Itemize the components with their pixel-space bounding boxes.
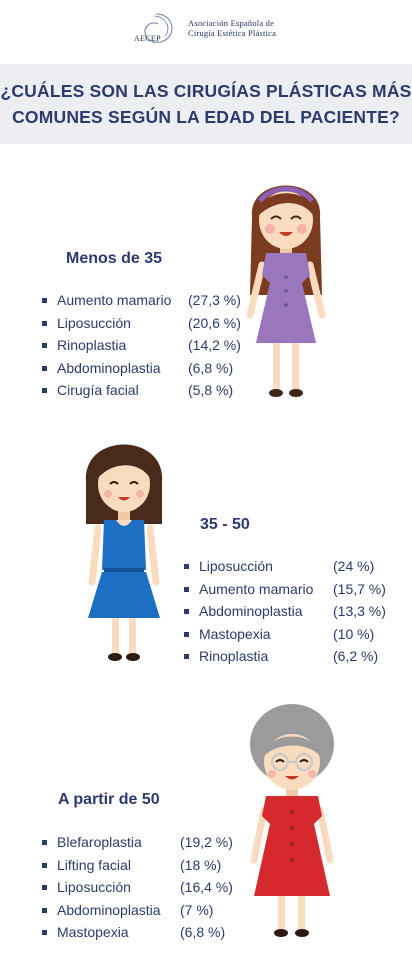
middle-aged-woman-illustration	[85, 444, 163, 661]
page-title: ¿CUÁLES SON LAS CIRUGÍAS PLÁSTICAS MÁS C…	[0, 81, 412, 127]
bullet-icon	[184, 564, 189, 569]
bullet-icon	[184, 631, 189, 637]
title-banner: ¿CUÁLES SON LAS CIRUGÍAS PLÁSTICAS MÁS C…	[0, 64, 412, 144]
young-woman-illustration	[246, 185, 326, 397]
organization-name: Asociación Española de Cirugía Estética …	[188, 18, 277, 38]
surgery-list-over-50: Blefaroplastia (19,2 %) Lifting facial (18…	[42, 831, 254, 944]
bullet-icon	[42, 320, 47, 326]
bullet-icon	[184, 654, 189, 660]
age-group-title: Menos de 35	[66, 250, 163, 267]
surgery-list-35-50: Liposucción (24 %) Aumento mamario (15,7 %…	[184, 555, 410, 668]
list-item: Aumento mamario (27,3 %)	[42, 289, 252, 312]
list-item: Liposucción (16,4 %)	[42, 876, 254, 899]
bullet-icon	[42, 840, 47, 845]
association-logo: AECEP Asociación Española de Cirugía Est…	[128, 12, 298, 46]
list-item: Lifting facial (18 %)	[42, 854, 254, 877]
list-item: Mastopexia (6,8 %)	[42, 921, 254, 944]
age-group-title: 35 - 50	[200, 516, 250, 533]
bullet-icon	[42, 930, 47, 936]
bullet-icon	[42, 388, 47, 394]
list-item: Blefaroplastia (19,2 %)	[42, 831, 254, 854]
bullet-icon	[42, 907, 47, 913]
list-item: Liposucción (20,6 %)	[42, 312, 252, 335]
list-item: Rinoplastia (6,2 %)	[184, 645, 410, 668]
bullet-icon	[184, 586, 189, 592]
bullet-icon	[184, 609, 189, 615]
age-group-title: A partir de 50	[58, 791, 160, 808]
list-item: Liposucción (24 %)	[184, 555, 410, 578]
bullet-icon	[42, 343, 47, 349]
logo-abbreviation: AECEP	[134, 34, 161, 43]
list-item: Rinoplastia (14,2 %)	[42, 334, 252, 357]
list-item: Abdominoplastia (6,8 %)	[42, 357, 252, 380]
bullet-icon	[42, 365, 47, 371]
list-item: Abdominoplastia (13,3 %)	[184, 600, 410, 623]
list-item: Aumento mamario (15,7 %)	[184, 578, 410, 601]
logo-swirl-icon	[144, 13, 173, 43]
surgery-list-under-35: Aumento mamario (27,3 %) Liposucción (20,6…	[42, 289, 252, 402]
list-item: Mastopexia (10 %)	[184, 623, 410, 646]
list-item: Cirugía facial (5,8 %)	[42, 379, 252, 402]
list-item: Abdominoplastia (7 %)	[42, 899, 254, 922]
bullet-icon	[42, 862, 47, 868]
senior-woman-illustration	[250, 704, 334, 937]
bullet-icon	[42, 298, 47, 303]
bullet-icon	[42, 885, 47, 891]
